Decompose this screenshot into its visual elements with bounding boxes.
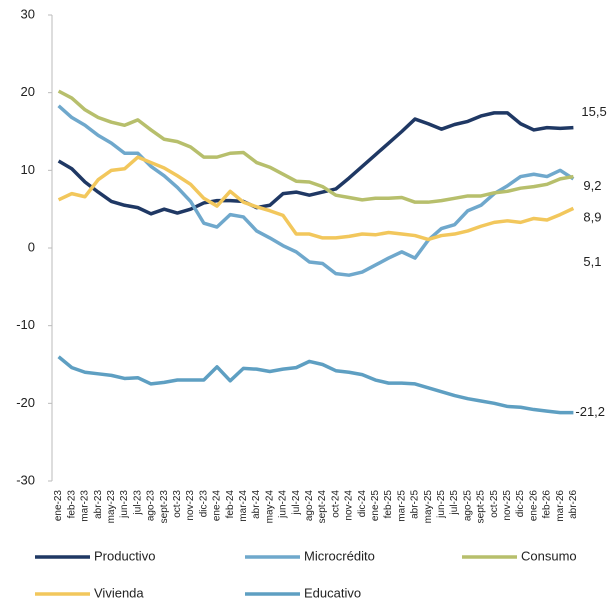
x-tick-label: ago-25 — [462, 490, 473, 522]
x-tick-label: nov-23 — [185, 490, 196, 521]
x-tick-label: ene-23 — [53, 490, 64, 522]
x-tick-label: may-23 — [106, 490, 117, 524]
end-label: 9,2 — [583, 178, 601, 193]
x-tick-label: mar-24 — [238, 490, 249, 522]
x-tick-label: may-25 — [423, 490, 434, 524]
end-label: 15,5 — [581, 104, 606, 119]
x-tick-label: oct-24 — [330, 490, 341, 518]
x-tick-label: abr-23 — [93, 490, 104, 519]
x-tick-label: feb-24 — [225, 490, 236, 519]
legend-label: Productivo — [94, 548, 155, 563]
y-tick-label: -10 — [16, 317, 35, 332]
x-tick-label: feb-26 — [542, 490, 553, 519]
x-tick-label: ago-24 — [304, 490, 315, 522]
x-tick-label: sept-24 — [317, 490, 328, 524]
x-tick-label: jul-25 — [449, 490, 460, 516]
x-tick-label: oct-23 — [172, 490, 183, 518]
y-tick-label: -20 — [16, 395, 35, 410]
series-line — [57, 355, 574, 415]
x-tick-label: mar-23 — [80, 490, 91, 522]
x-tick-label: sept-23 — [159, 490, 170, 524]
x-tick-label: abr-25 — [410, 490, 421, 519]
legend-label: Educativo — [304, 585, 361, 600]
x-tick-label: nov-25 — [502, 490, 513, 521]
x-tick-label: jun-23 — [119, 490, 130, 519]
legend-label: Microcrédito — [304, 548, 375, 563]
x-tick-label: abr-24 — [251, 490, 262, 519]
y-tick-label: 20 — [21, 84, 35, 99]
x-tick-label: ago-23 — [146, 490, 157, 522]
legend-label: Vivienda — [94, 585, 144, 600]
y-tick-label: 0 — [28, 239, 35, 254]
x-tick-label: dic-25 — [515, 490, 526, 518]
x-tick-label: mar-25 — [396, 490, 407, 522]
end-label: -21,2 — [575, 404, 605, 419]
x-tick-label: jun-25 — [436, 490, 447, 519]
legend-label: Consumo — [521, 548, 577, 563]
x-tick-label: oct-25 — [489, 490, 500, 518]
x-tick-label: jul-23 — [132, 490, 143, 516]
x-tick-label: ene-26 — [528, 490, 539, 522]
x-tick-label: mar-26 — [555, 490, 566, 522]
y-tick-label: 10 — [21, 162, 35, 177]
y-tick-label: -30 — [16, 472, 35, 487]
x-tick-label: feb-23 — [66, 490, 77, 519]
series-line — [57, 155, 575, 242]
series-line — [57, 104, 575, 277]
x-tick-label: nov-24 — [344, 490, 355, 521]
end-label: 5,1 — [583, 254, 601, 269]
x-tick-label: abr-26 — [568, 490, 579, 519]
x-tick-label: dic-24 — [357, 490, 368, 518]
end-label: 8,9 — [583, 209, 601, 224]
x-tick-label: dic-23 — [198, 490, 209, 518]
x-tick-label: ene-25 — [370, 490, 381, 522]
x-tick-label: ene-24 — [212, 490, 223, 522]
x-tick-label: may-24 — [264, 490, 275, 524]
x-tick-label: jul-24 — [291, 490, 302, 516]
x-tick-label: jun-24 — [278, 490, 289, 519]
y-tick-label: 30 — [21, 6, 35, 21]
x-tick-label: feb-25 — [383, 490, 394, 519]
series-line — [57, 111, 574, 216]
x-tick-label: sept-25 — [476, 490, 487, 524]
series-line — [57, 89, 574, 204]
